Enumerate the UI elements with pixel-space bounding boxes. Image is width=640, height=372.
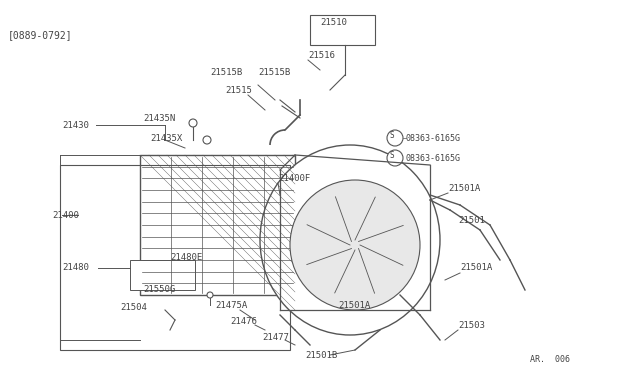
Bar: [130, 260, 195, 290]
Text: 21501: 21501: [458, 215, 485, 224]
Text: 21515B: 21515B: [210, 67, 243, 77]
Bar: [140, 155, 295, 295]
Bar: [310, 15, 375, 45]
Text: 21516: 21516: [308, 51, 335, 60]
Text: 08363-6165G: 08363-6165G: [406, 154, 461, 163]
Text: 21501A: 21501A: [338, 301, 371, 310]
Text: 21501A: 21501A: [460, 263, 492, 273]
Text: 21476: 21476: [230, 317, 257, 327]
Text: 21400: 21400: [52, 211, 79, 219]
Text: 08363-6165G: 08363-6165G: [406, 134, 461, 142]
Circle shape: [290, 180, 420, 310]
Text: 21550G: 21550G: [143, 285, 175, 295]
Text: 21504: 21504: [120, 304, 147, 312]
Text: 21435N: 21435N: [143, 113, 175, 122]
Circle shape: [203, 136, 211, 144]
Text: S: S: [390, 131, 394, 140]
Text: 21501B: 21501B: [305, 350, 337, 359]
Text: S: S: [390, 151, 394, 160]
Text: 21435X: 21435X: [150, 134, 182, 142]
Circle shape: [189, 119, 197, 127]
Text: AR.  006: AR. 006: [530, 356, 570, 365]
Text: 21480: 21480: [62, 263, 89, 273]
Circle shape: [387, 130, 403, 146]
Circle shape: [207, 292, 213, 298]
Text: 21480E: 21480E: [170, 253, 202, 263]
Text: 21515B: 21515B: [258, 67, 291, 77]
Text: 21400F: 21400F: [278, 173, 310, 183]
Text: 21477: 21477: [262, 333, 289, 341]
Text: 21501A: 21501A: [448, 183, 480, 192]
Text: 21475A: 21475A: [215, 301, 247, 310]
Circle shape: [387, 150, 403, 166]
Text: 21503: 21503: [458, 321, 485, 330]
Text: 21430: 21430: [62, 121, 89, 129]
Text: [0889-0792]: [0889-0792]: [8, 30, 72, 40]
Text: 21515: 21515: [225, 86, 252, 94]
Text: 21510: 21510: [320, 17, 347, 26]
Ellipse shape: [260, 145, 440, 335]
Bar: [60, 165, 290, 350]
